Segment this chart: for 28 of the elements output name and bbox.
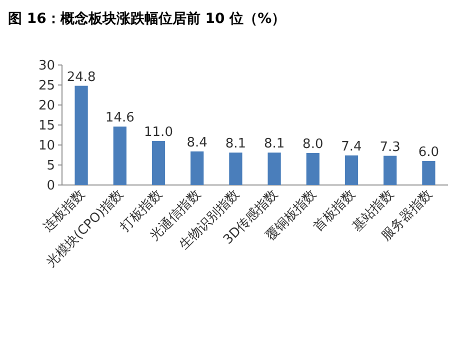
bar	[74, 86, 88, 185]
bar	[384, 156, 397, 185]
bar	[344, 155, 358, 185]
bar	[229, 152, 242, 185]
data-label: 7.4	[341, 139, 362, 154]
y-tick-label: 0	[46, 178, 55, 194]
y-tick-label: 30	[38, 58, 55, 74]
bar	[190, 151, 204, 185]
data-label: 8.1	[225, 136, 246, 152]
y-tick-label: 10	[38, 138, 55, 154]
data-label: 8.0	[302, 137, 324, 152]
data-label: 24.8	[66, 70, 96, 85]
data-label: 14.6	[105, 110, 134, 126]
chart-title: 图 16：概念板块涨跌幅位居前 10 位（%）	[8, 11, 286, 27]
y-tick-label: 20	[38, 98, 55, 114]
data-label: 8.4	[186, 135, 208, 150]
y-tick-label: 15	[38, 118, 55, 134]
bar	[422, 161, 436, 185]
y-tick-label: 5	[46, 158, 55, 174]
bar	[113, 126, 126, 185]
data-label: 7.3	[380, 140, 400, 155]
y-tick-label: 25	[38, 78, 55, 94]
bar	[152, 141, 166, 185]
data-label: 6.0	[418, 145, 440, 160]
data-label: 8.1	[264, 136, 285, 152]
data-label: 11.0	[144, 125, 173, 140]
bar	[306, 153, 320, 185]
bar	[268, 152, 281, 185]
